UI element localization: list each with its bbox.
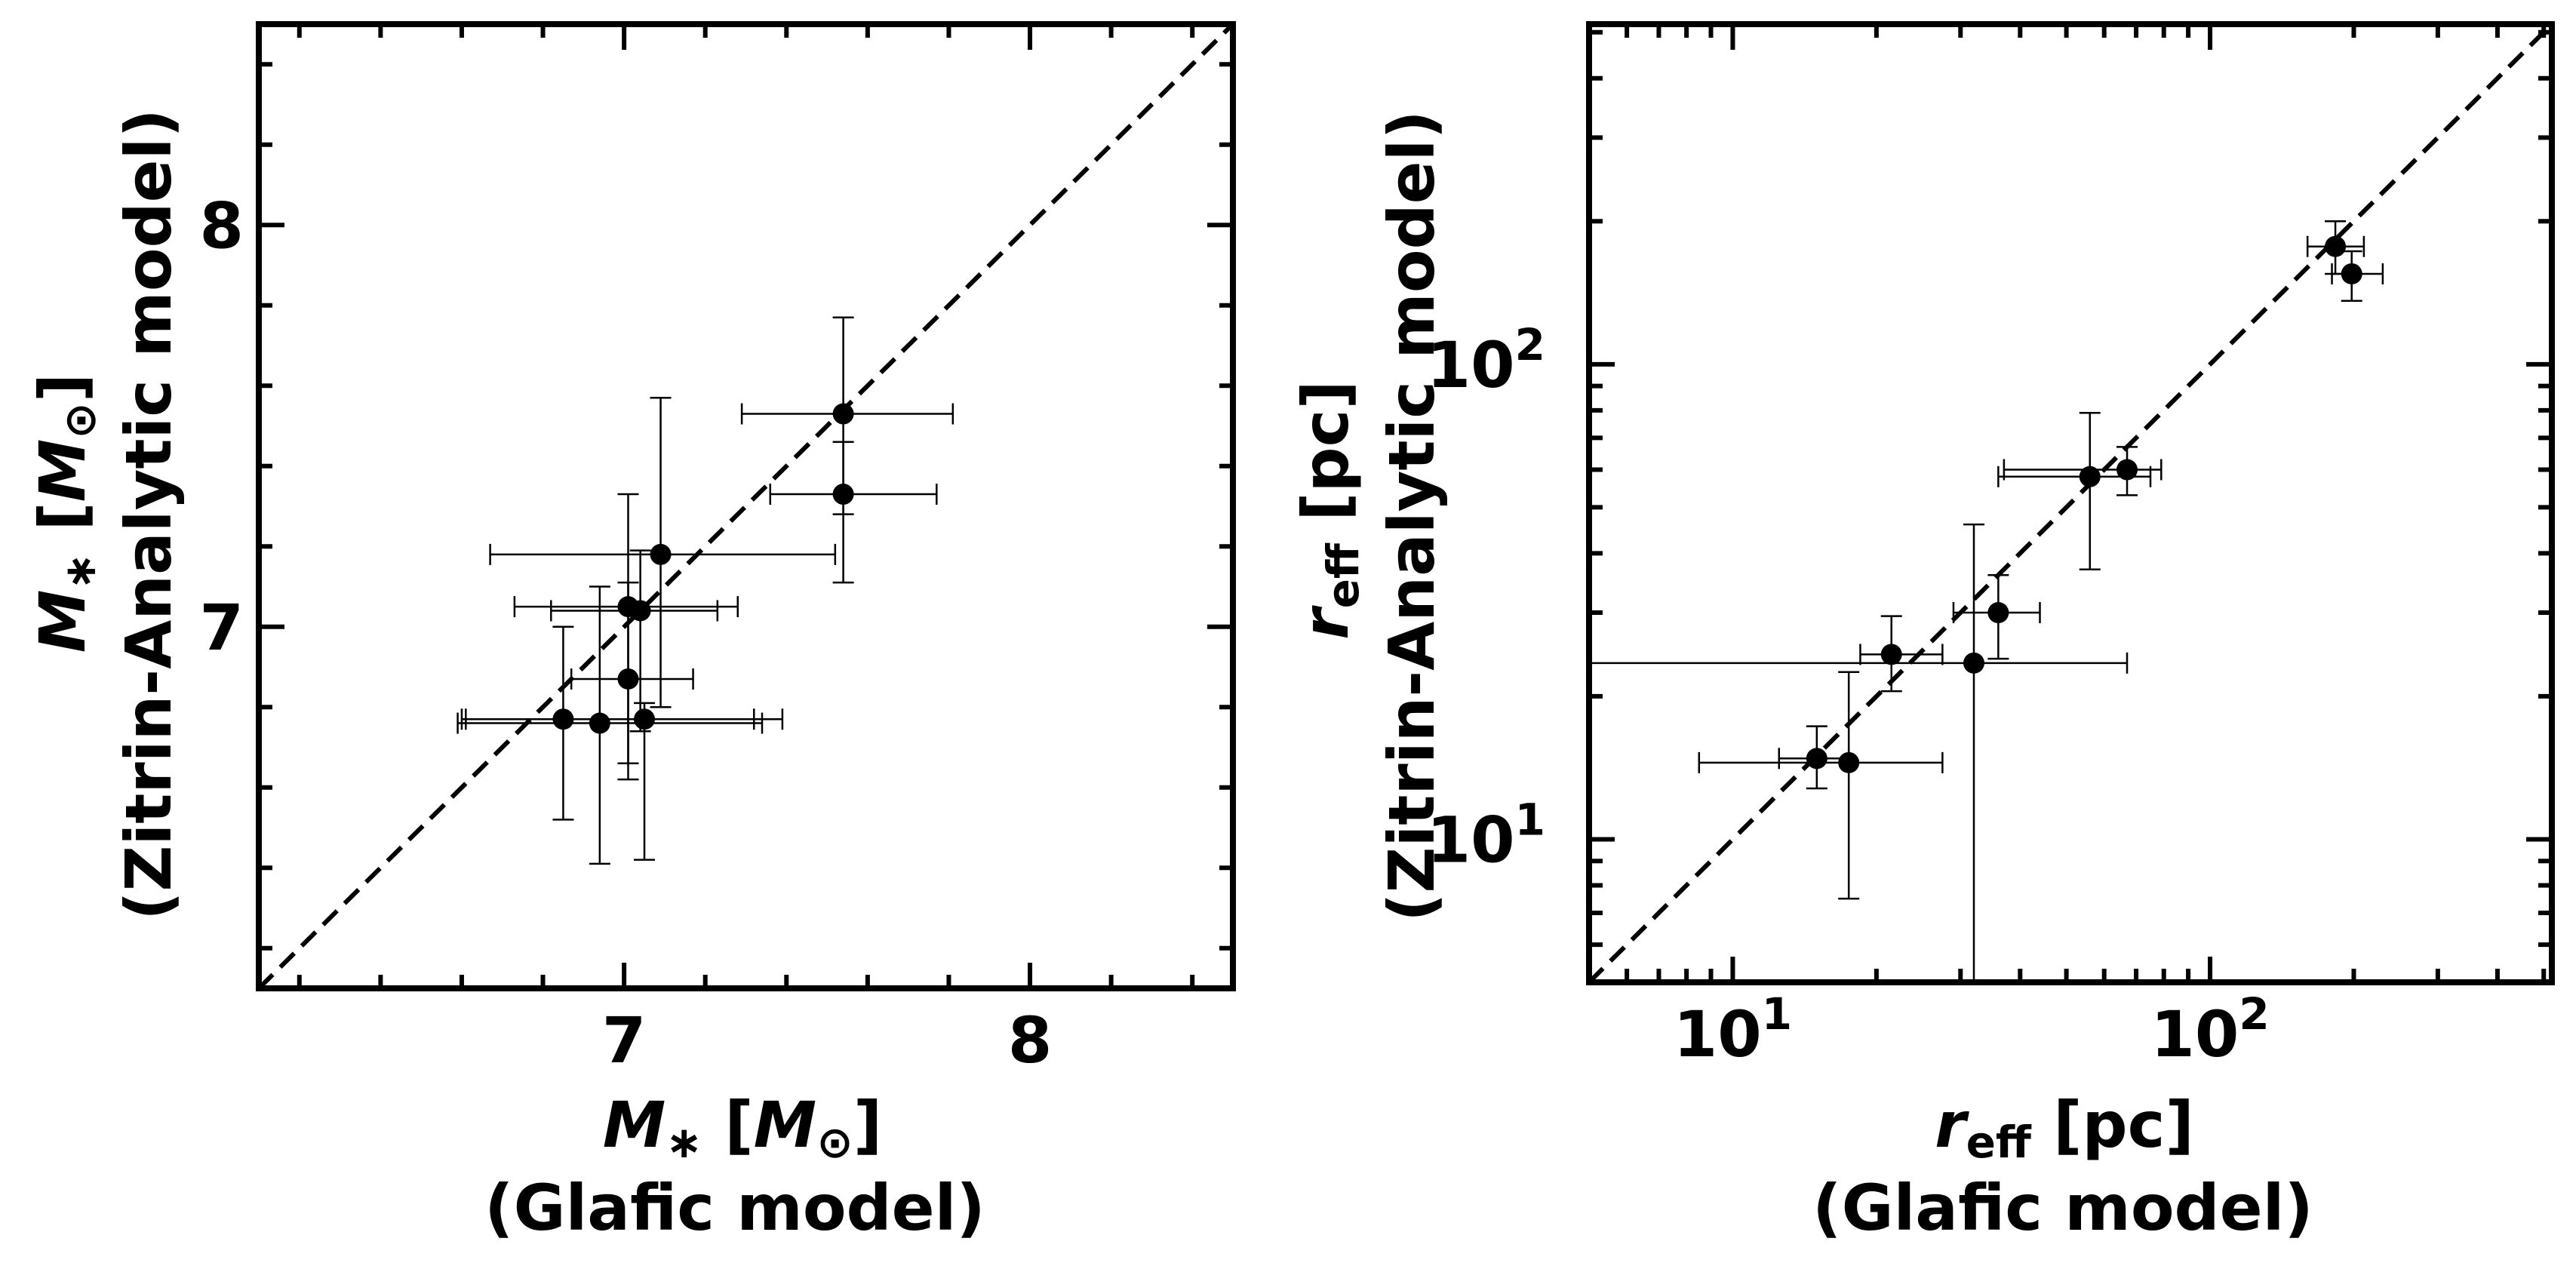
error-bar-9 (1698, 671, 1944, 900)
data-point-3 (2079, 466, 2101, 487)
x-axis-title-line2: (Glafic model) (484, 1171, 985, 1245)
error-bars (456, 316, 954, 865)
data-point-2 (2341, 263, 2362, 284)
data-point-1 (2325, 235, 2347, 257)
error-bar-5 (550, 549, 719, 733)
plot-frame (1586, 21, 2555, 985)
x-axis-title-line1: M∗ [M⊙] (603, 1088, 882, 1168)
x-tick-label: 7 (602, 1003, 646, 1077)
plot-frame (256, 21, 1236, 991)
data-points (1806, 235, 2362, 773)
x-tick-label: 102 (2150, 988, 2269, 1071)
data-point-3 (650, 543, 672, 565)
y-tick-label: 101 (1427, 794, 1545, 877)
y-tick-label: 8 (200, 189, 244, 263)
y-axis-title-line1: M∗ [M⊙] (26, 373, 106, 653)
data-point-7 (1963, 652, 1984, 674)
one-to-one-line (1587, 22, 2554, 985)
x-axis-title-line2: (Glafic model) (1812, 1171, 2313, 1245)
error-bar-9 (465, 702, 784, 861)
data-point-2 (832, 484, 854, 505)
data-point-6 (1880, 644, 1902, 665)
y-axis-title-line1: reff [pc] (1289, 380, 1369, 640)
data-point-1 (832, 403, 854, 425)
data-point-7 (552, 708, 574, 730)
data-point-4 (2116, 459, 2138, 481)
data-point-6 (617, 668, 639, 690)
data-point-8 (1806, 748, 1827, 770)
data-point-5 (629, 600, 651, 622)
error-bars (1588, 220, 2384, 984)
stellar-mass-comparison-panel: 7 8 7 8 M∗ [M⊙] (Glafic model) M∗ [M⊙] (Zit… (26, 21, 1236, 1245)
error-bar-4 (513, 493, 739, 781)
y-axis-title-line2: (Zitrin-Analytic model) (1375, 110, 1449, 922)
error-bar-2 (769, 441, 938, 584)
data-points (552, 403, 854, 734)
data-point-9 (1838, 751, 1860, 773)
one-to-one-line (257, 22, 1235, 991)
tick-labels: 101 102 101 102 (1427, 319, 2270, 1071)
data-point-8 (589, 712, 610, 734)
y-tick-label: 7 (200, 591, 244, 665)
x-tick-label: 101 (1674, 988, 1792, 1071)
error-bar-7 (1588, 523, 2129, 984)
data-point-5 (1987, 602, 2009, 624)
tick-labels: 7 8 7 8 (200, 189, 1053, 1077)
data-point-9 (634, 708, 656, 730)
x-tick-label: 8 (1008, 1003, 1052, 1077)
x-axis-title-line1: reff [pc] (1935, 1088, 2194, 1168)
y-axis-title-line2: (Zitrin-Analytic model) (112, 109, 186, 920)
effective-radius-comparison-panel: 101 102 101 102 reff [pc] (Glafic model) re… (1289, 21, 2555, 1245)
y-tick-label: 102 (1427, 319, 1545, 402)
